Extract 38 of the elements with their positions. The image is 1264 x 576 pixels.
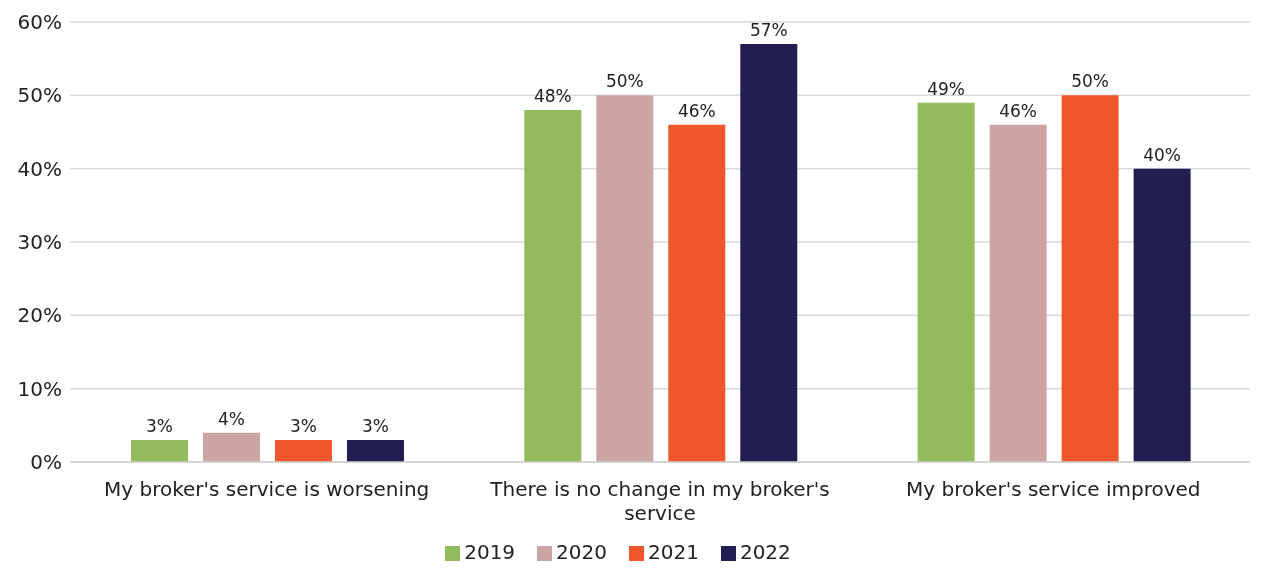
bar: [202, 432, 260, 462]
data-label: 46%: [677, 100, 716, 121]
bar: [1133, 168, 1191, 462]
bar: [1061, 95, 1119, 462]
bar: [740, 44, 798, 462]
bar: [989, 124, 1047, 462]
data-label: 4%: [217, 408, 245, 429]
y-tick-label: 20%: [17, 303, 62, 328]
legend-label: 2021: [648, 540, 699, 564]
y-tick-label: 0%: [30, 450, 62, 475]
y-tick-label: 30%: [17, 230, 62, 255]
legend-label: 2022: [739, 540, 791, 564]
y-tick-label: 60%: [17, 10, 62, 35]
y-tick-label: 50%: [17, 83, 62, 108]
bar: [274, 440, 332, 462]
y-tick-label: 10%: [17, 376, 62, 401]
bar: [668, 124, 726, 462]
bar: [130, 440, 188, 462]
x-tick-label: My broker's service improved: [906, 477, 1201, 501]
bar: [917, 102, 975, 462]
y-tick-label: 40%: [17, 156, 62, 181]
data-label: 3%: [361, 416, 389, 436]
x-tick-label: There is no change in my broker's service: [489, 477, 830, 525]
bar: [596, 95, 654, 462]
x-tick-label: My broker's service is worsening: [104, 477, 430, 501]
bar: [346, 440, 404, 462]
data-label: 57%: [749, 20, 788, 40]
data-label: 3%: [145, 416, 173, 436]
legend-label: 2019: [464, 540, 516, 564]
data-label: 50%: [1071, 71, 1110, 92]
data-label: 49%: [927, 78, 966, 99]
data-label: 40%: [1143, 144, 1182, 165]
data-label: 3%: [289, 416, 317, 436]
data-label: 50%: [605, 71, 644, 92]
data-label: 46%: [999, 100, 1038, 121]
bar: [524, 110, 582, 462]
data-label: 48%: [533, 86, 572, 106]
legend-label: 2020: [556, 540, 607, 564]
